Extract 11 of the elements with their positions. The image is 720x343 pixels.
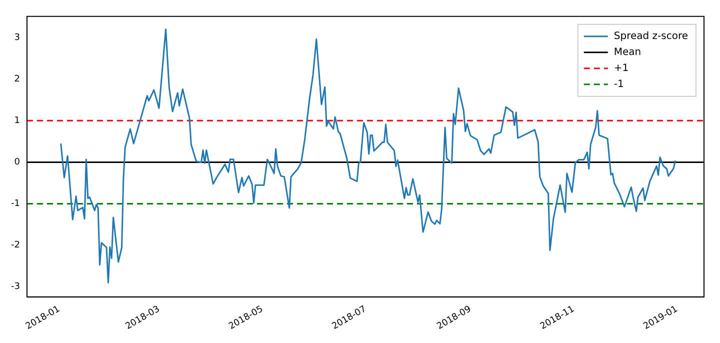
legend-label: Spread z-score — [614, 30, 688, 42]
y-tick-label: -2 — [10, 240, 20, 251]
y-tick-label: 1 — [14, 116, 20, 126]
y-tick-label: -3 — [10, 282, 20, 292]
y-tick-label: 3 — [14, 32, 20, 43]
y-tick-label: 2 — [14, 74, 20, 84]
legend-label: Mean — [614, 46, 642, 58]
legend-label: -1 — [614, 78, 624, 90]
y-tick-label: 0 — [14, 158, 20, 168]
legend-label: +1 — [614, 62, 629, 74]
y-tick-label: -1 — [10, 199, 20, 210]
